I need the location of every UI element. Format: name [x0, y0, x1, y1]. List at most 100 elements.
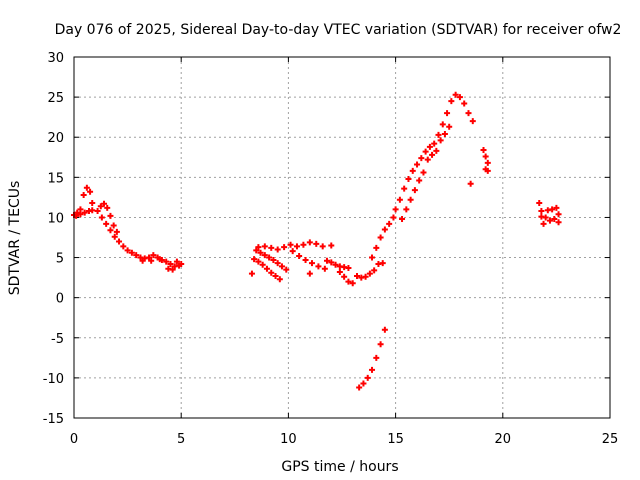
- data-point: [287, 241, 294, 248]
- data-point: [345, 278, 352, 285]
- data-point: [89, 207, 96, 214]
- x-tick-label: 5: [177, 432, 185, 447]
- data-point: [420, 169, 427, 176]
- data-point: [283, 266, 290, 273]
- data-point: [441, 131, 448, 138]
- data-point: [341, 273, 348, 280]
- data-point: [302, 256, 309, 263]
- y-tick-label: 5: [56, 252, 64, 267]
- data-points: [71, 91, 562, 391]
- data-point: [163, 258, 170, 265]
- data-point: [328, 242, 335, 249]
- data-point: [313, 240, 320, 247]
- data-point: [261, 243, 268, 250]
- data-point: [261, 252, 268, 259]
- data-point: [111, 233, 118, 240]
- data-point: [482, 153, 489, 160]
- data-point: [416, 177, 423, 184]
- data-point: [538, 208, 545, 215]
- data-point: [336, 268, 343, 275]
- data-point: [255, 258, 262, 265]
- data-point: [300, 241, 307, 248]
- data-point: [411, 187, 418, 194]
- data-point: [253, 247, 260, 254]
- data-point: [139, 257, 146, 264]
- data-point: [465, 110, 472, 117]
- data-point: [405, 175, 412, 182]
- data-point: [377, 341, 384, 348]
- data-point: [87, 188, 94, 195]
- data-point: [429, 151, 436, 158]
- data-point: [546, 217, 553, 224]
- data-point: [354, 273, 361, 280]
- data-point: [555, 219, 562, 226]
- data-point: [446, 123, 453, 130]
- data-point: [89, 200, 96, 207]
- data-point: [323, 257, 330, 264]
- data-point: [418, 155, 425, 162]
- data-point: [83, 184, 90, 191]
- data-point: [120, 243, 127, 250]
- data-point: [107, 212, 114, 219]
- data-point: [456, 94, 463, 101]
- data-point: [103, 220, 110, 227]
- data-point: [538, 213, 545, 220]
- data-point: [484, 167, 491, 174]
- data-point: [133, 252, 140, 259]
- data-point: [107, 227, 114, 234]
- data-point: [77, 211, 84, 218]
- x-tick-label: 20: [495, 432, 512, 447]
- data-point: [296, 252, 303, 259]
- data-point: [435, 131, 442, 138]
- data-point: [422, 148, 429, 155]
- data-point: [293, 243, 300, 250]
- data-point: [369, 254, 376, 261]
- data-point: [401, 185, 408, 192]
- data-point: [349, 280, 356, 287]
- data-point: [452, 91, 459, 98]
- data-point: [148, 257, 155, 264]
- data-point: [390, 214, 397, 221]
- x-tick-label: 15: [387, 432, 404, 447]
- data-point: [116, 238, 123, 245]
- y-axis-label: SDTVAR / TECUs: [7, 181, 23, 296]
- data-point: [248, 270, 255, 277]
- data-point: [124, 247, 131, 254]
- data-point: [356, 384, 363, 391]
- y-tick-label: 25: [47, 91, 64, 106]
- data-point: [178, 260, 185, 267]
- data-point: [414, 161, 421, 168]
- data-point: [328, 259, 335, 266]
- x-tick-label: 0: [70, 432, 78, 447]
- chart-title: Day 076 of 2025, Sidereal Day-to-day VTE…: [55, 22, 622, 38]
- data-point: [94, 208, 101, 215]
- data-point: [469, 118, 476, 125]
- data-point: [426, 143, 433, 150]
- data-point: [308, 260, 315, 267]
- data-point: [128, 249, 135, 256]
- data-point: [448, 98, 455, 105]
- y-tick-label: -10: [43, 372, 64, 387]
- data-point: [424, 156, 431, 163]
- data-point: [104, 204, 111, 211]
- data-point: [306, 239, 313, 246]
- data-point: [369, 366, 376, 373]
- data-point: [360, 380, 367, 387]
- data-point: [278, 263, 285, 270]
- y-tick-label: 15: [47, 171, 64, 186]
- data-point: [266, 254, 273, 261]
- data-point: [381, 226, 388, 233]
- data-point: [101, 200, 108, 207]
- data-point: [167, 260, 174, 267]
- data-point: [345, 264, 352, 271]
- y-tick-label: -15: [43, 412, 64, 427]
- data-point: [281, 244, 288, 251]
- data-point: [403, 206, 410, 213]
- y-tick-label: 20: [47, 131, 64, 146]
- data-point: [437, 137, 444, 144]
- data-point: [409, 167, 416, 174]
- data-point: [399, 216, 406, 223]
- data-point: [169, 266, 176, 273]
- data-point: [319, 243, 326, 250]
